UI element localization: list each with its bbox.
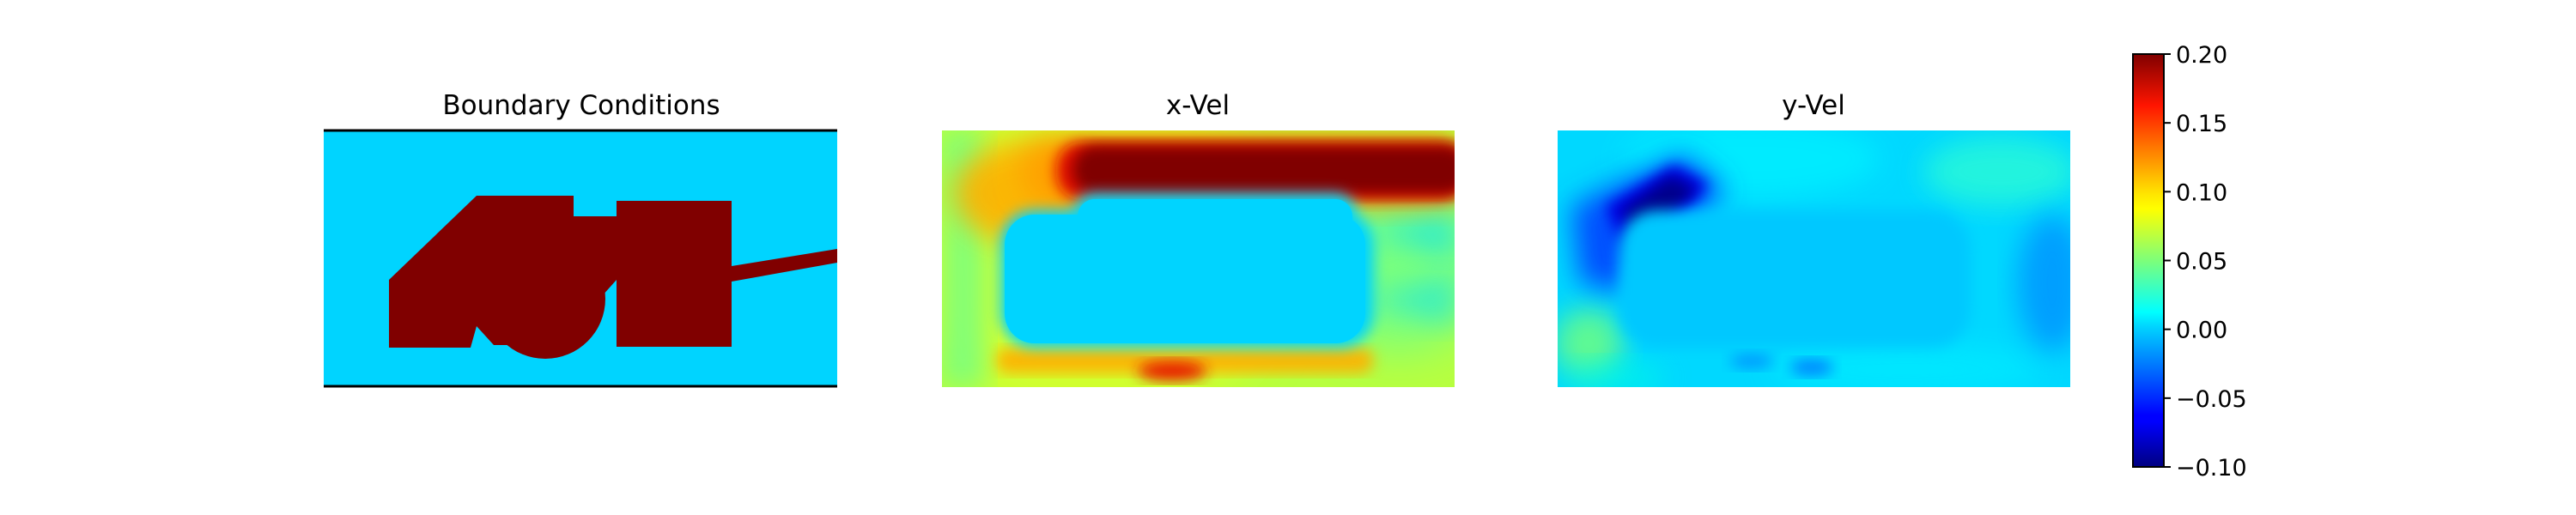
colorbar-gradient	[2133, 54, 2164, 467]
panel-title-x-vel: x-Vel	[1166, 90, 1230, 121]
panel-boundary-conditions: Boundary Conditions	[324, 90, 837, 388]
bc-rod-obstacle	[732, 249, 837, 282]
bc-solid-obstacles	[389, 196, 837, 359]
bc-round-obstacle	[485, 239, 605, 359]
colorbar-tick-label: 0.20	[2176, 42, 2227, 69]
colorbar-tick-label: 0.00	[2176, 318, 2227, 344]
panel-title-boundary: Boundary Conditions	[442, 90, 720, 121]
bc-block-obstacle	[617, 201, 732, 347]
colorbar-tick-label: 0.05	[2176, 249, 2227, 276]
colorbar-tick-label: 0.15	[2176, 111, 2227, 137]
x-vel-field	[942, 130, 1455, 387]
colorbar-tick-label: 0.10	[2176, 179, 2227, 206]
panel-x-vel: x-Vel	[942, 90, 1455, 387]
colorbar: 0.20 0.15 0.10 0.05 0.00 −0.05 −0.10	[2132, 42, 2247, 482]
bc-cutout-notch	[574, 196, 617, 216]
panel-title-y-vel: y-Vel	[1782, 90, 1845, 121]
panel-y-vel: y-Vel	[1558, 90, 2070, 387]
colorbar-ticks: 0.20 0.15 0.10 0.05 0.00 −0.05 −0.10	[2164, 42, 2247, 482]
y-vel-field	[1558, 130, 2070, 387]
colorbar-tick-label: −0.05	[2176, 386, 2247, 413]
colorbar-tick-label: −0.10	[2176, 455, 2247, 482]
